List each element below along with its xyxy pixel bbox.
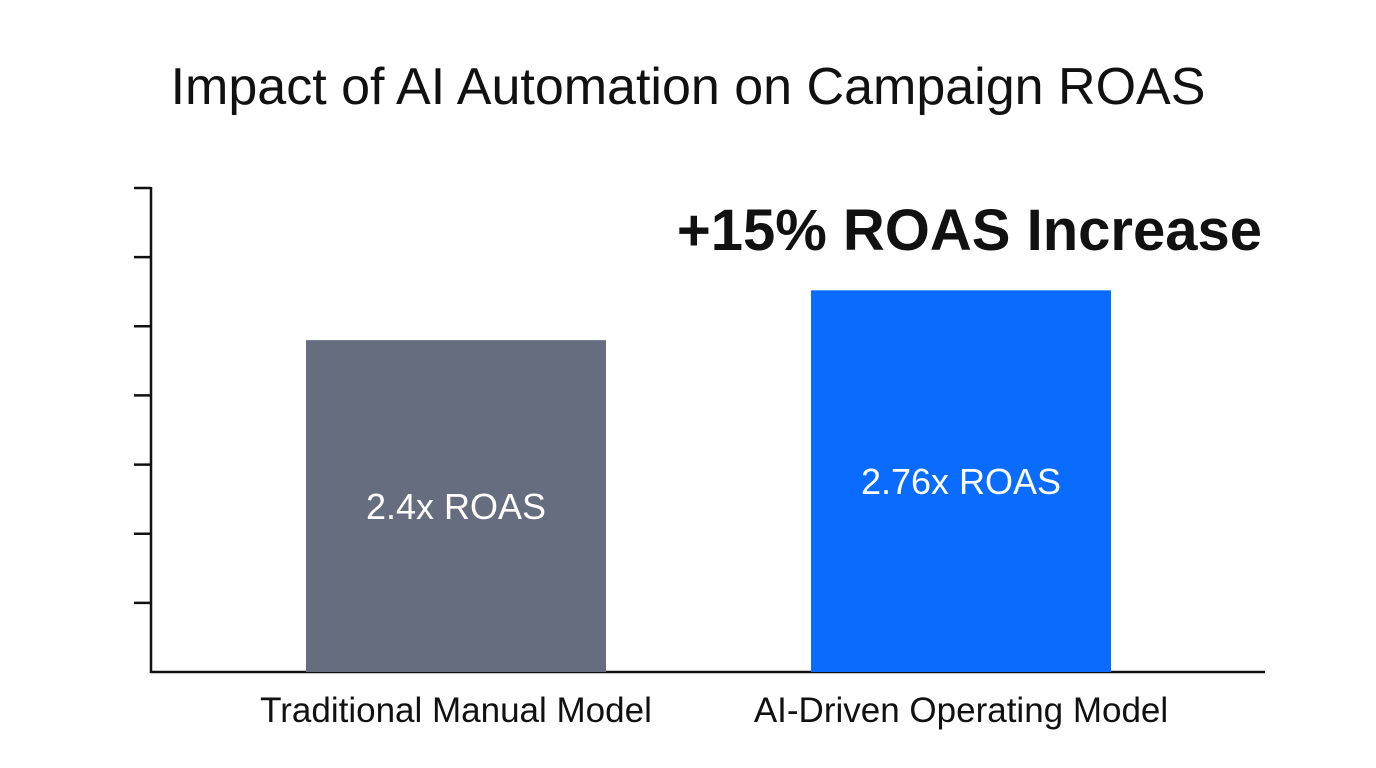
bars: 2.4x ROAS 2.76x ROAS <box>306 290 1111 672</box>
chart-title: Impact of AI Automation on Campaign ROAS <box>171 58 1206 116</box>
x-category-label: Traditional Manual Model <box>260 691 652 730</box>
roas-increase-annotation: +15% ROAS Increase <box>677 198 1262 263</box>
bar-data-label: 2.4x ROAS <box>366 486 546 527</box>
bar-data-label: 2.76x ROAS <box>861 461 1061 502</box>
axes: Traditional Manual Model AI-Driven Operat… <box>134 186 1265 730</box>
bar-1 <box>306 340 606 672</box>
x-category-label: AI-Driven Operating Model <box>754 691 1168 730</box>
bar-2 <box>811 290 1111 672</box>
